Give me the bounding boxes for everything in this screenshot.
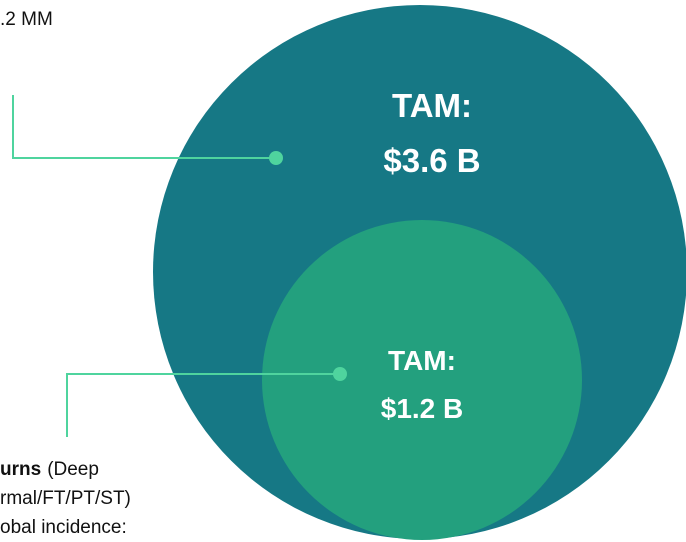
bottom-note-line: rmal/FT/PT/ST)	[0, 488, 131, 509]
bottom-note-line: obal incidence:	[0, 517, 127, 538]
bottom-note-line: urns (Deep	[0, 459, 99, 480]
top-note: .2 MM	[0, 9, 53, 30]
connector	[12, 95, 276, 159]
bold-text: urns	[0, 459, 41, 480]
text: (Deep	[47, 459, 99, 480]
inner-value: $1.2 B	[381, 393, 464, 424]
connector-dot	[269, 151, 283, 165]
inner-circle	[262, 220, 582, 540]
connector	[66, 373, 340, 437]
inner-label: TAM:	[388, 345, 456, 376]
outer-value: $3.6 B	[383, 142, 480, 179]
connector-dot	[333, 367, 347, 381]
outer-label: TAM:	[392, 87, 472, 124]
